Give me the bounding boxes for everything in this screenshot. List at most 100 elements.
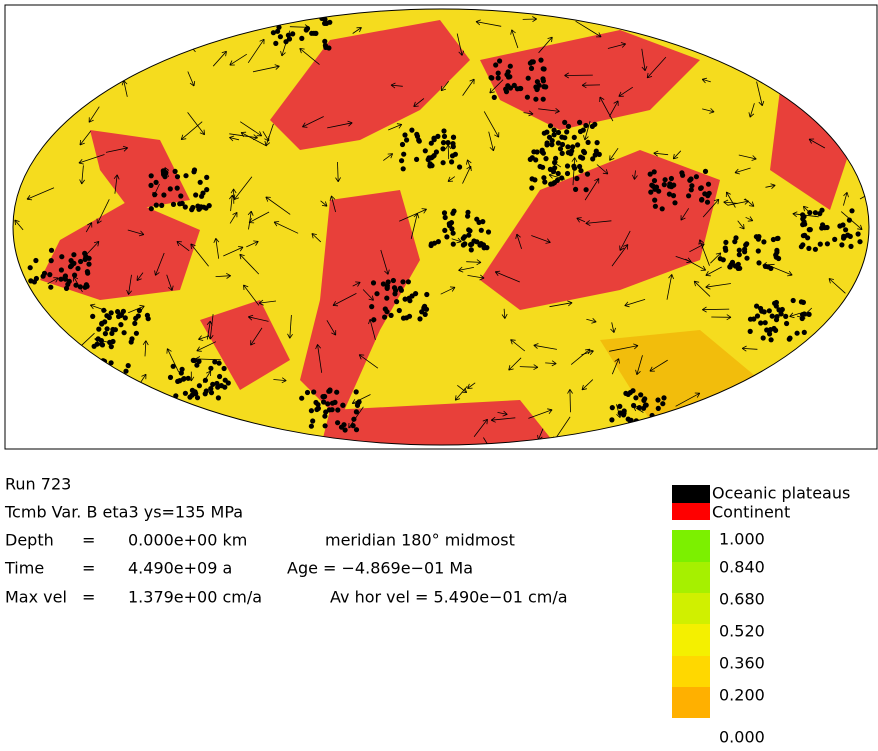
plateau-dot bbox=[756, 260, 761, 265]
plateau-dot bbox=[199, 194, 204, 199]
plateau-dot bbox=[195, 395, 200, 400]
plateau-dot bbox=[515, 86, 520, 91]
plateau-dot bbox=[305, 390, 310, 395]
plateau-dot bbox=[183, 173, 188, 178]
plateau-dot bbox=[451, 242, 456, 247]
plateau-dot bbox=[583, 123, 588, 128]
colorbar-band bbox=[672, 656, 710, 687]
plateau-dot bbox=[181, 377, 186, 382]
plateau-dot bbox=[86, 262, 91, 267]
plateau-dot bbox=[100, 342, 105, 347]
plateau-dot bbox=[309, 408, 314, 413]
plateau-dot bbox=[48, 285, 53, 290]
plateau-dot bbox=[197, 383, 202, 388]
plateau-dot bbox=[47, 272, 52, 277]
plateau-dot bbox=[424, 292, 429, 297]
plateau-dot bbox=[572, 135, 577, 140]
plateau-dot bbox=[210, 382, 215, 387]
plateau-dot bbox=[529, 185, 534, 190]
plateau-dot bbox=[566, 124, 571, 129]
info-value: 4.490e+09 a bbox=[128, 559, 232, 578]
plateau-dot bbox=[610, 405, 615, 410]
plateau-dot bbox=[733, 235, 738, 240]
plateau-dot bbox=[161, 192, 166, 197]
plateau-dot bbox=[162, 174, 167, 179]
plateau-dot bbox=[354, 427, 359, 432]
info-eq: = bbox=[82, 588, 95, 607]
info-key: Time bbox=[4, 559, 44, 578]
colorbar-label: 0.520 bbox=[719, 622, 765, 641]
plateau-dot bbox=[729, 262, 734, 267]
plateau-dot bbox=[842, 234, 847, 239]
plateau-dot bbox=[663, 177, 668, 182]
plateau-dot bbox=[486, 229, 491, 234]
plateau-dot bbox=[129, 339, 134, 344]
plateau-dot bbox=[99, 321, 104, 326]
plateau-dot bbox=[825, 225, 830, 230]
plateau-dot bbox=[217, 374, 222, 379]
plateau-dot bbox=[672, 200, 677, 205]
plateau-dot bbox=[703, 169, 708, 174]
plateau-dot bbox=[90, 314, 95, 319]
plateau-dot bbox=[290, 31, 295, 36]
plateau-dot bbox=[413, 291, 418, 296]
plateau-swatch bbox=[672, 485, 710, 503]
plateau-dot bbox=[489, 75, 494, 80]
plateau-dot bbox=[451, 231, 456, 236]
plateau-dot bbox=[407, 296, 412, 301]
plateau-dot bbox=[669, 176, 674, 181]
plateau-dot bbox=[540, 165, 545, 170]
plateau-dot bbox=[552, 132, 557, 137]
plateau-dot bbox=[311, 31, 316, 36]
plateau-dot bbox=[694, 174, 699, 179]
plateau-dot bbox=[543, 156, 548, 161]
plateau-dot bbox=[585, 172, 590, 177]
plateau-dot bbox=[69, 258, 74, 263]
plateau-dot bbox=[271, 30, 276, 35]
plateau-dot bbox=[87, 256, 92, 261]
plateau-dot bbox=[325, 401, 330, 406]
plateau-dot bbox=[556, 171, 561, 176]
plateau-dot bbox=[776, 307, 781, 312]
plateau-dot bbox=[399, 158, 404, 163]
plateau-dot bbox=[122, 330, 127, 335]
colorbar-band bbox=[672, 562, 710, 593]
run-label: Run 723 bbox=[5, 475, 71, 494]
plateau-dot bbox=[699, 185, 704, 190]
plateau-dot bbox=[577, 120, 582, 125]
colorbar-band bbox=[672, 530, 710, 562]
plateau-dot bbox=[449, 159, 454, 164]
plateau-dot bbox=[126, 363, 131, 368]
plateau-dot bbox=[451, 135, 456, 140]
plateau-dot bbox=[421, 306, 426, 311]
info-value: 1.379e+00 cm/a bbox=[128, 588, 262, 607]
plateau-dot bbox=[533, 97, 538, 102]
plateau-dot bbox=[369, 304, 374, 309]
plateau-dot bbox=[59, 267, 64, 272]
plateau-dot bbox=[168, 375, 173, 380]
plateau-dot bbox=[33, 258, 38, 263]
plateau-dot bbox=[85, 271, 90, 276]
plateau-dot bbox=[389, 313, 394, 318]
plateau-dot bbox=[578, 129, 583, 134]
plateau-dot bbox=[832, 237, 837, 242]
plateau-dot bbox=[401, 152, 406, 157]
plateau-dot bbox=[795, 331, 800, 336]
plateau-dot bbox=[104, 313, 109, 318]
plateau-dot bbox=[385, 285, 390, 290]
colorbar-band bbox=[672, 687, 710, 718]
plateau-dot bbox=[118, 322, 123, 327]
plateau-dot bbox=[825, 241, 830, 246]
plateau-dot bbox=[771, 237, 776, 242]
plateau-dot bbox=[530, 155, 535, 160]
plateau-dot bbox=[453, 152, 458, 157]
plateau-dot bbox=[180, 367, 185, 372]
plateau-dot bbox=[652, 198, 657, 203]
plateau-dot bbox=[655, 397, 660, 402]
plateau-dot bbox=[763, 320, 768, 325]
plateau-dot bbox=[799, 244, 804, 249]
plateau-dot bbox=[322, 394, 327, 399]
plateau-dot bbox=[41, 274, 46, 279]
plateau-dot bbox=[193, 389, 198, 394]
plateau-dot bbox=[204, 175, 209, 180]
